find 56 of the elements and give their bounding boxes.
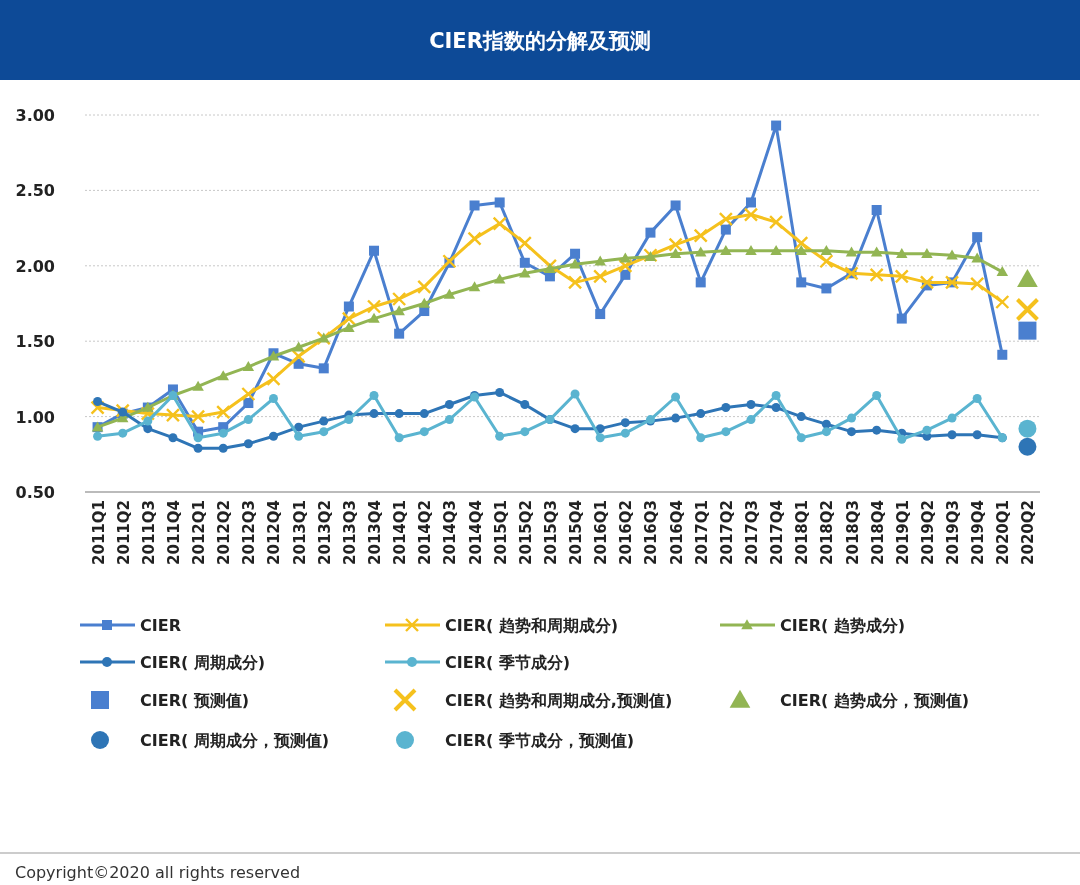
x-tick-label: 2013Q3: [340, 500, 359, 565]
legend-label: CIER( 趋势成分): [780, 616, 906, 635]
y-tick-label: 0.50: [15, 483, 55, 502]
legend-label: CIER( 趋势和周期成分,预测值): [445, 691, 673, 710]
x-tick-label: 2019Q2: [918, 500, 937, 565]
x-tick-label: 2018Q3: [843, 500, 862, 565]
x-tick-label: 2015Q1: [491, 500, 510, 565]
legend-label: CIER( 周期成分): [140, 653, 266, 672]
x-tick-label: 2015Q2: [516, 500, 535, 565]
x-tick-label: 2012Q2: [215, 500, 234, 565]
y-tick-label: 2.50: [15, 181, 55, 201]
x-tick-label: 2016Q3: [642, 500, 661, 565]
legend-label: CIER( 趋势成分，预测值): [780, 691, 970, 710]
x-tick-label: 2020Q1: [994, 500, 1013, 565]
x-tick-label: 2019Q4: [969, 500, 988, 565]
legend-label: CIER( 预测值): [140, 691, 250, 710]
x-tick-label: 2011Q2: [114, 500, 133, 565]
x-tick-label: 2015Q3: [541, 500, 560, 565]
x-tick-label: 2017Q2: [717, 500, 736, 565]
x-tick-label: 2011Q4: [164, 500, 183, 565]
x-tick-label: 2013Q1: [290, 500, 309, 565]
legend-label: CIER( 周期成分，预测值): [140, 731, 330, 750]
x-tick-label: 2012Q3: [240, 500, 259, 565]
x-tick-label: 2016Q1: [592, 500, 611, 565]
x-tick-label: 2018Q4: [868, 500, 887, 565]
x-tick-label: 2017Q3: [742, 500, 761, 565]
x-tick-label: 2015Q4: [567, 500, 586, 565]
y-tick-label: 2.00: [15, 256, 55, 276]
x-tick-label: 2016Q2: [617, 500, 636, 565]
x-tick-label: 2012Q1: [190, 500, 209, 565]
y-tick-label: 3.00: [15, 106, 55, 125]
legend-label: CIER( 季节成分): [445, 653, 571, 672]
x-tick-label: 2014Q3: [441, 500, 460, 565]
x-tick-label: 2019Q3: [944, 500, 963, 565]
y-tick-label: 1.00: [15, 407, 55, 427]
x-tick-label: 2011Q1: [89, 500, 108, 565]
x-tick-label: 2017Q1: [692, 500, 711, 565]
legend-label: CIER( 季节成分，预测值): [445, 731, 635, 750]
x-tick-label: 2019Q1: [893, 500, 912, 565]
x-tick-label: 2011Q3: [139, 500, 158, 565]
x-tick-label: 2018Q1: [793, 500, 812, 565]
x-tick-label: 2014Q4: [466, 500, 485, 565]
x-tick-label: 2014Q2: [416, 500, 435, 565]
legend-label: CIER( 趋势和周期成分): [445, 616, 619, 635]
chart-title: CIER指数的分解及预测: [429, 29, 651, 53]
x-tick-label: 2018Q2: [818, 500, 837, 565]
legend-label: CIER: [140, 616, 181, 635]
x-tick-label: 2013Q4: [366, 500, 385, 565]
y-tick-label: 1.50: [15, 332, 55, 352]
x-tick-label: 2014Q1: [391, 500, 410, 565]
x-tick-label: 2012Q4: [265, 500, 284, 565]
text: Copyright©2020 all rights reserved: [15, 863, 301, 882]
x-tick-label: 2013Q2: [315, 500, 334, 565]
x-tick-label: 2017Q4: [768, 500, 787, 565]
x-tick-label: 2020Q2: [1019, 500, 1038, 565]
x-tick-label: 2016Q4: [667, 500, 686, 565]
